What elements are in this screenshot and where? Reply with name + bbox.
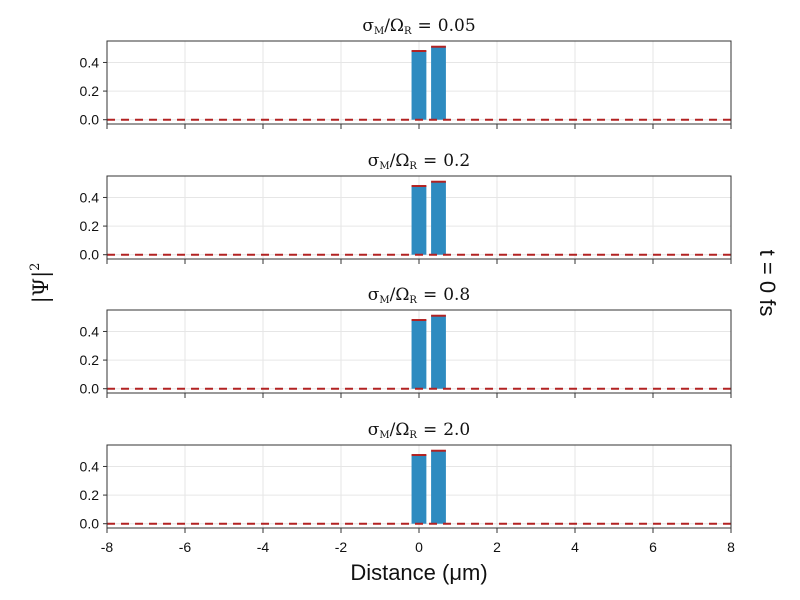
title-subscript: R bbox=[404, 26, 412, 37]
y-tick-label: 0.4 bbox=[80, 323, 100, 339]
title-text: /Ω bbox=[390, 151, 410, 171]
panel-3: 0.0 0.2 0.4 σM/ΩR = 0.8 bbox=[80, 285, 732, 398]
y-axis-label: |Ψ|2 bbox=[28, 263, 54, 304]
x-tick-label: 0 bbox=[415, 539, 423, 555]
y-tick-label: 0.2 bbox=[80, 352, 100, 368]
x-tick-label: 6 bbox=[649, 539, 657, 555]
title-subscript: R bbox=[409, 161, 417, 172]
x-tick-label: -8 bbox=[101, 539, 114, 555]
title-value: 0.05 bbox=[438, 16, 476, 36]
title-subscript: R bbox=[409, 430, 417, 441]
title-text: /Ω bbox=[390, 285, 410, 305]
bar bbox=[431, 315, 446, 389]
y-tick-label: 0.4 bbox=[80, 54, 100, 70]
title-subscript: R bbox=[409, 295, 417, 306]
bar bbox=[411, 455, 427, 524]
title-symbol: σ bbox=[362, 16, 374, 36]
title-subscript: M bbox=[379, 295, 389, 306]
y-tick-label: 0.4 bbox=[80, 189, 100, 205]
title-value: 0.2 bbox=[443, 151, 470, 171]
x-tick-label: 2 bbox=[493, 539, 501, 555]
y-tick-label: 0.0 bbox=[80, 381, 100, 397]
title-subscript: M bbox=[379, 430, 389, 441]
panel-2: 0.0 0.2 0.4 σM/ΩR = 0.2 bbox=[80, 151, 732, 264]
x-axis-label: Distance (μm) bbox=[350, 560, 487, 585]
panel-title: σM/ΩR = 0.05 bbox=[362, 16, 475, 37]
title-equals: = bbox=[423, 420, 437, 440]
title-equals: = bbox=[423, 285, 437, 305]
x-tick-label: -2 bbox=[335, 539, 348, 555]
title-equals: = bbox=[418, 16, 432, 36]
y-tick-label: 0.0 bbox=[80, 112, 100, 128]
x-tick-label: -6 bbox=[179, 539, 192, 555]
bar bbox=[431, 46, 446, 120]
panel-title: σM/ΩR = 2.0 bbox=[368, 420, 471, 441]
bar bbox=[431, 450, 446, 524]
bar bbox=[411, 320, 427, 389]
panel-title: σM/ΩR = 0.2 bbox=[368, 151, 471, 172]
title-text: /Ω bbox=[384, 16, 404, 36]
y-tick-label: 0.2 bbox=[80, 83, 100, 99]
y-tick-label: 0.4 bbox=[80, 458, 100, 474]
panels: 0.00.20.4σM/ΩR = 0.050.00.20.4σM/ΩR = 0.20.0… bbox=[80, 16, 736, 555]
y-tick-label: 0.0 bbox=[80, 247, 100, 263]
bar bbox=[411, 51, 427, 120]
title-symbol: σ bbox=[368, 285, 380, 305]
x-tick-label: 4 bbox=[571, 539, 579, 555]
title-equals: = bbox=[423, 151, 437, 171]
title-text: /Ω bbox=[390, 420, 410, 440]
y-tick-label: 0.0 bbox=[80, 516, 100, 532]
panel-4: -8 -6 -4 -2 0 2 4 6 8 0.0 0.2 0.4 σM/ΩR = 2.0 bbox=[80, 420, 736, 555]
bar bbox=[411, 186, 427, 255]
y-tick-label: 0.2 bbox=[80, 218, 100, 234]
panel-1: 0.0 0.2 0.4 σM/ΩR = 0.05 bbox=[80, 16, 732, 129]
title-subscript: M bbox=[374, 26, 384, 37]
y-axis-label-text: |Ψ| bbox=[29, 271, 54, 304]
x-tick-label: -4 bbox=[257, 539, 270, 555]
title-symbol: σ bbox=[368, 151, 380, 171]
title-subscript: M bbox=[379, 161, 389, 172]
title-symbol: σ bbox=[368, 420, 380, 440]
bar bbox=[431, 181, 446, 255]
title-value: 2.0 bbox=[443, 420, 470, 440]
side-label: t = 0 fs bbox=[755, 250, 780, 317]
title-value: 0.8 bbox=[443, 285, 470, 305]
panel-title: σM/ΩR = 0.8 bbox=[368, 285, 471, 306]
x-tick-label: 8 bbox=[727, 539, 735, 555]
y-axis-label-superscript: 2 bbox=[28, 263, 43, 271]
y-tick-label: 0.2 bbox=[80, 487, 100, 503]
